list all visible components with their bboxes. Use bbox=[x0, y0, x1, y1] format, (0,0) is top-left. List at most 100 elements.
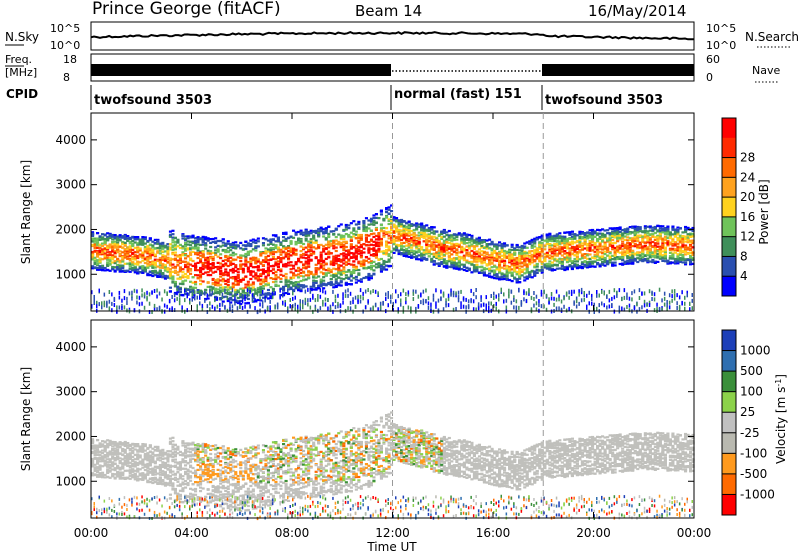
power-cell bbox=[249, 244, 253, 247]
power-cell bbox=[121, 242, 125, 245]
power-cell bbox=[299, 290, 303, 293]
power-cell bbox=[251, 300, 255, 303]
power-speckle bbox=[462, 304, 465, 309]
power-cell bbox=[118, 250, 122, 253]
power-cell bbox=[410, 236, 414, 240]
power-cell bbox=[495, 266, 499, 269]
power-cell bbox=[322, 235, 326, 238]
power-cell bbox=[201, 292, 205, 295]
power-cell bbox=[540, 262, 544, 266]
power-cell bbox=[206, 271, 210, 274]
power-cell bbox=[297, 230, 301, 234]
power-cell bbox=[214, 237, 218, 240]
power-cell bbox=[442, 242, 446, 245]
power-cell bbox=[347, 227, 351, 230]
power-cell bbox=[573, 233, 577, 236]
power-cell bbox=[372, 249, 376, 252]
power-cell bbox=[264, 292, 268, 295]
power-cell bbox=[482, 271, 486, 274]
power-cell bbox=[477, 260, 481, 263]
power-cell bbox=[186, 263, 190, 266]
power-cell bbox=[271, 272, 275, 275]
power-speckle bbox=[352, 300, 354, 305]
power-speckle bbox=[324, 302, 327, 307]
power-cell bbox=[209, 289, 213, 292]
power-speckle bbox=[407, 305, 410, 310]
power-cell bbox=[372, 240, 376, 243]
power-cell bbox=[447, 260, 451, 263]
power-cell bbox=[269, 277, 273, 280]
power-cell bbox=[367, 272, 371, 276]
power-cell bbox=[199, 260, 203, 263]
power-cell bbox=[113, 251, 117, 254]
nave-tick-top: 60 bbox=[706, 53, 720, 66]
power-cell bbox=[173, 247, 177, 250]
power-cell bbox=[495, 243, 499, 246]
power-cell bbox=[518, 257, 522, 260]
power-cell bbox=[231, 294, 235, 297]
power-cell bbox=[231, 269, 235, 272]
power-cell bbox=[201, 256, 205, 259]
power-cell bbox=[495, 258, 499, 261]
power-cell bbox=[472, 257, 476, 260]
power-cell bbox=[196, 274, 200, 277]
power-speckle bbox=[580, 287, 583, 292]
power-cell bbox=[477, 236, 481, 239]
power-speckle bbox=[500, 287, 502, 292]
power-cell bbox=[528, 250, 532, 253]
power-cell bbox=[274, 240, 278, 243]
power-cell bbox=[307, 270, 311, 273]
power-cell bbox=[229, 253, 233, 256]
power-cell bbox=[586, 234, 590, 237]
power-speckle bbox=[312, 309, 314, 314]
power-cell bbox=[480, 260, 484, 263]
power-cell bbox=[91, 258, 95, 261]
power-cell bbox=[402, 228, 406, 231]
power-cell bbox=[400, 229, 404, 232]
power-cell bbox=[138, 243, 142, 246]
power-cell bbox=[568, 252, 572, 255]
power-cell bbox=[309, 232, 313, 235]
power-cell bbox=[344, 226, 348, 229]
power-cell bbox=[578, 243, 582, 246]
power-cell bbox=[251, 256, 255, 259]
power-cell bbox=[540, 268, 544, 271]
power-cell bbox=[307, 248, 311, 251]
cpid-segment-3: twofsound 3503 bbox=[545, 93, 663, 108]
power-cell bbox=[111, 248, 115, 251]
power-cell bbox=[410, 230, 414, 233]
power-cell bbox=[392, 216, 396, 219]
power-speckle bbox=[555, 297, 558, 302]
power-cell bbox=[385, 268, 389, 271]
power-cell bbox=[153, 241, 157, 244]
power-speckle bbox=[505, 298, 508, 303]
power-cell bbox=[314, 271, 318, 274]
power-cell bbox=[229, 298, 233, 301]
power-cell bbox=[161, 250, 165, 253]
power-cell bbox=[153, 271, 157, 274]
power-cell bbox=[575, 260, 579, 263]
power-cell bbox=[221, 289, 225, 292]
power-cell bbox=[216, 278, 220, 281]
power-cell bbox=[390, 204, 394, 207]
power-cell bbox=[465, 269, 469, 272]
power-speckle bbox=[153, 303, 156, 308]
power-cell bbox=[495, 247, 499, 250]
power-cell bbox=[588, 262, 592, 265]
power-cell bbox=[191, 259, 195, 263]
power-cell bbox=[427, 228, 431, 231]
power-cell bbox=[498, 255, 502, 258]
power-speckle bbox=[412, 289, 415, 294]
power-cell bbox=[93, 242, 97, 245]
power-cell bbox=[545, 243, 549, 246]
power-cell bbox=[241, 263, 245, 266]
power-cell bbox=[111, 254, 115, 257]
power-cell bbox=[505, 255, 509, 258]
power-cell bbox=[510, 268, 514, 271]
power-cell bbox=[415, 241, 419, 244]
power-speckle bbox=[417, 304, 420, 308]
power-speckle bbox=[377, 291, 379, 296]
power-cell bbox=[294, 241, 298, 244]
power-cell bbox=[324, 274, 328, 277]
power-speckle bbox=[294, 307, 296, 312]
